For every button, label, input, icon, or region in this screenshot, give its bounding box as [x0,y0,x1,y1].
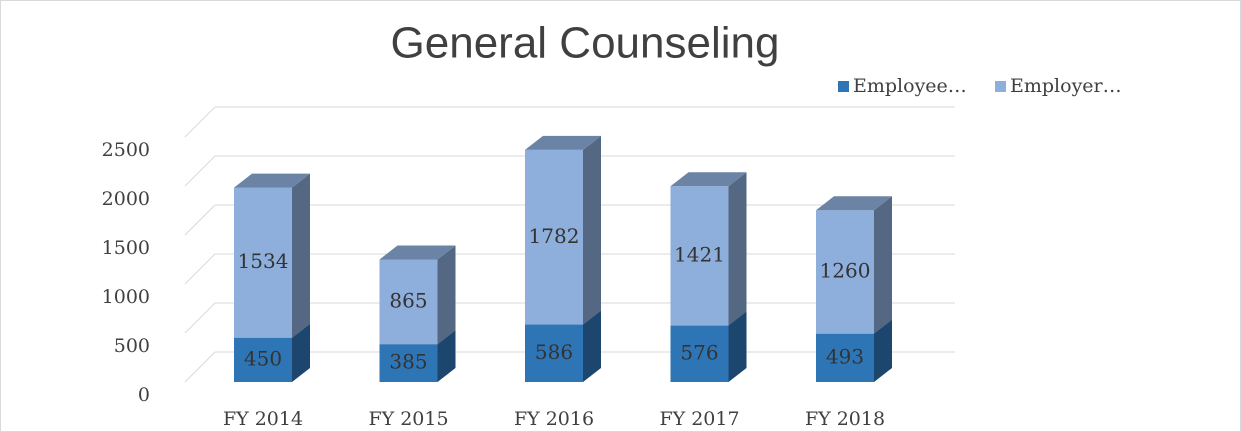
bar-front [525,149,583,325]
value-label: 1421 [674,242,725,266]
bar-segment [379,245,456,345]
bar-side [874,196,892,334]
y-tick-label: 1500 [102,237,150,259]
bar-front [234,337,292,382]
bar-side [437,245,456,345]
grid-line [184,155,955,187]
bar-segment [816,196,892,334]
bar-segment [525,135,601,325]
bar-front [379,259,438,345]
x-tick-label: FY 2015 [368,408,448,430]
y-tick-label: 2500 [102,139,150,161]
bar-front [816,210,874,334]
x-tick-label: FY 2017 [659,408,739,430]
bar-front [670,325,729,382]
bar-side [728,172,747,326]
bar-front [670,186,729,326]
chart-title: General Counseling [391,19,780,68]
value-label: 450 [244,346,282,370]
bar-side [583,310,601,382]
grid-line [184,106,955,138]
value-label: 1534 [238,249,289,273]
y-tick-label: 2000 [102,188,150,210]
value-label: 586 [535,340,573,364]
bar-side [292,323,310,382]
bar-top [234,173,310,188]
x-tick-label: FY 2018 [805,408,885,430]
x-tick-label: FY 2014 [223,408,303,430]
value-label: 865 [389,288,427,312]
bar-side [728,311,747,382]
x-tick-label: FY 2016 [514,408,594,430]
bar-side [874,319,892,382]
bar-top [525,135,601,150]
bar-segment [670,172,747,326]
bar-top [379,245,456,260]
bar-top [816,196,892,211]
bar-segment [234,173,310,338]
bar-front [525,324,583,382]
legend-swatch [995,81,1006,92]
bar-front [379,344,438,382]
bar-side [437,330,456,382]
value-label: 385 [389,350,427,374]
y-tick-label: 500 [114,335,150,357]
bar-front [234,187,292,338]
legend-swatch [838,81,849,92]
value-label: 576 [680,340,718,364]
bar-top [670,172,747,187]
bar-front [816,333,874,382]
legend-label: Employer… [1010,75,1122,97]
value-label: 493 [826,344,864,368]
y-tick-label: 1000 [102,286,150,308]
y-tick-label: 0 [138,384,150,406]
legend-label: Employee… [853,75,967,97]
value-label: 1782 [529,224,580,248]
bar-side [583,135,601,325]
value-label: 1260 [820,258,871,282]
bar-side [292,173,310,338]
